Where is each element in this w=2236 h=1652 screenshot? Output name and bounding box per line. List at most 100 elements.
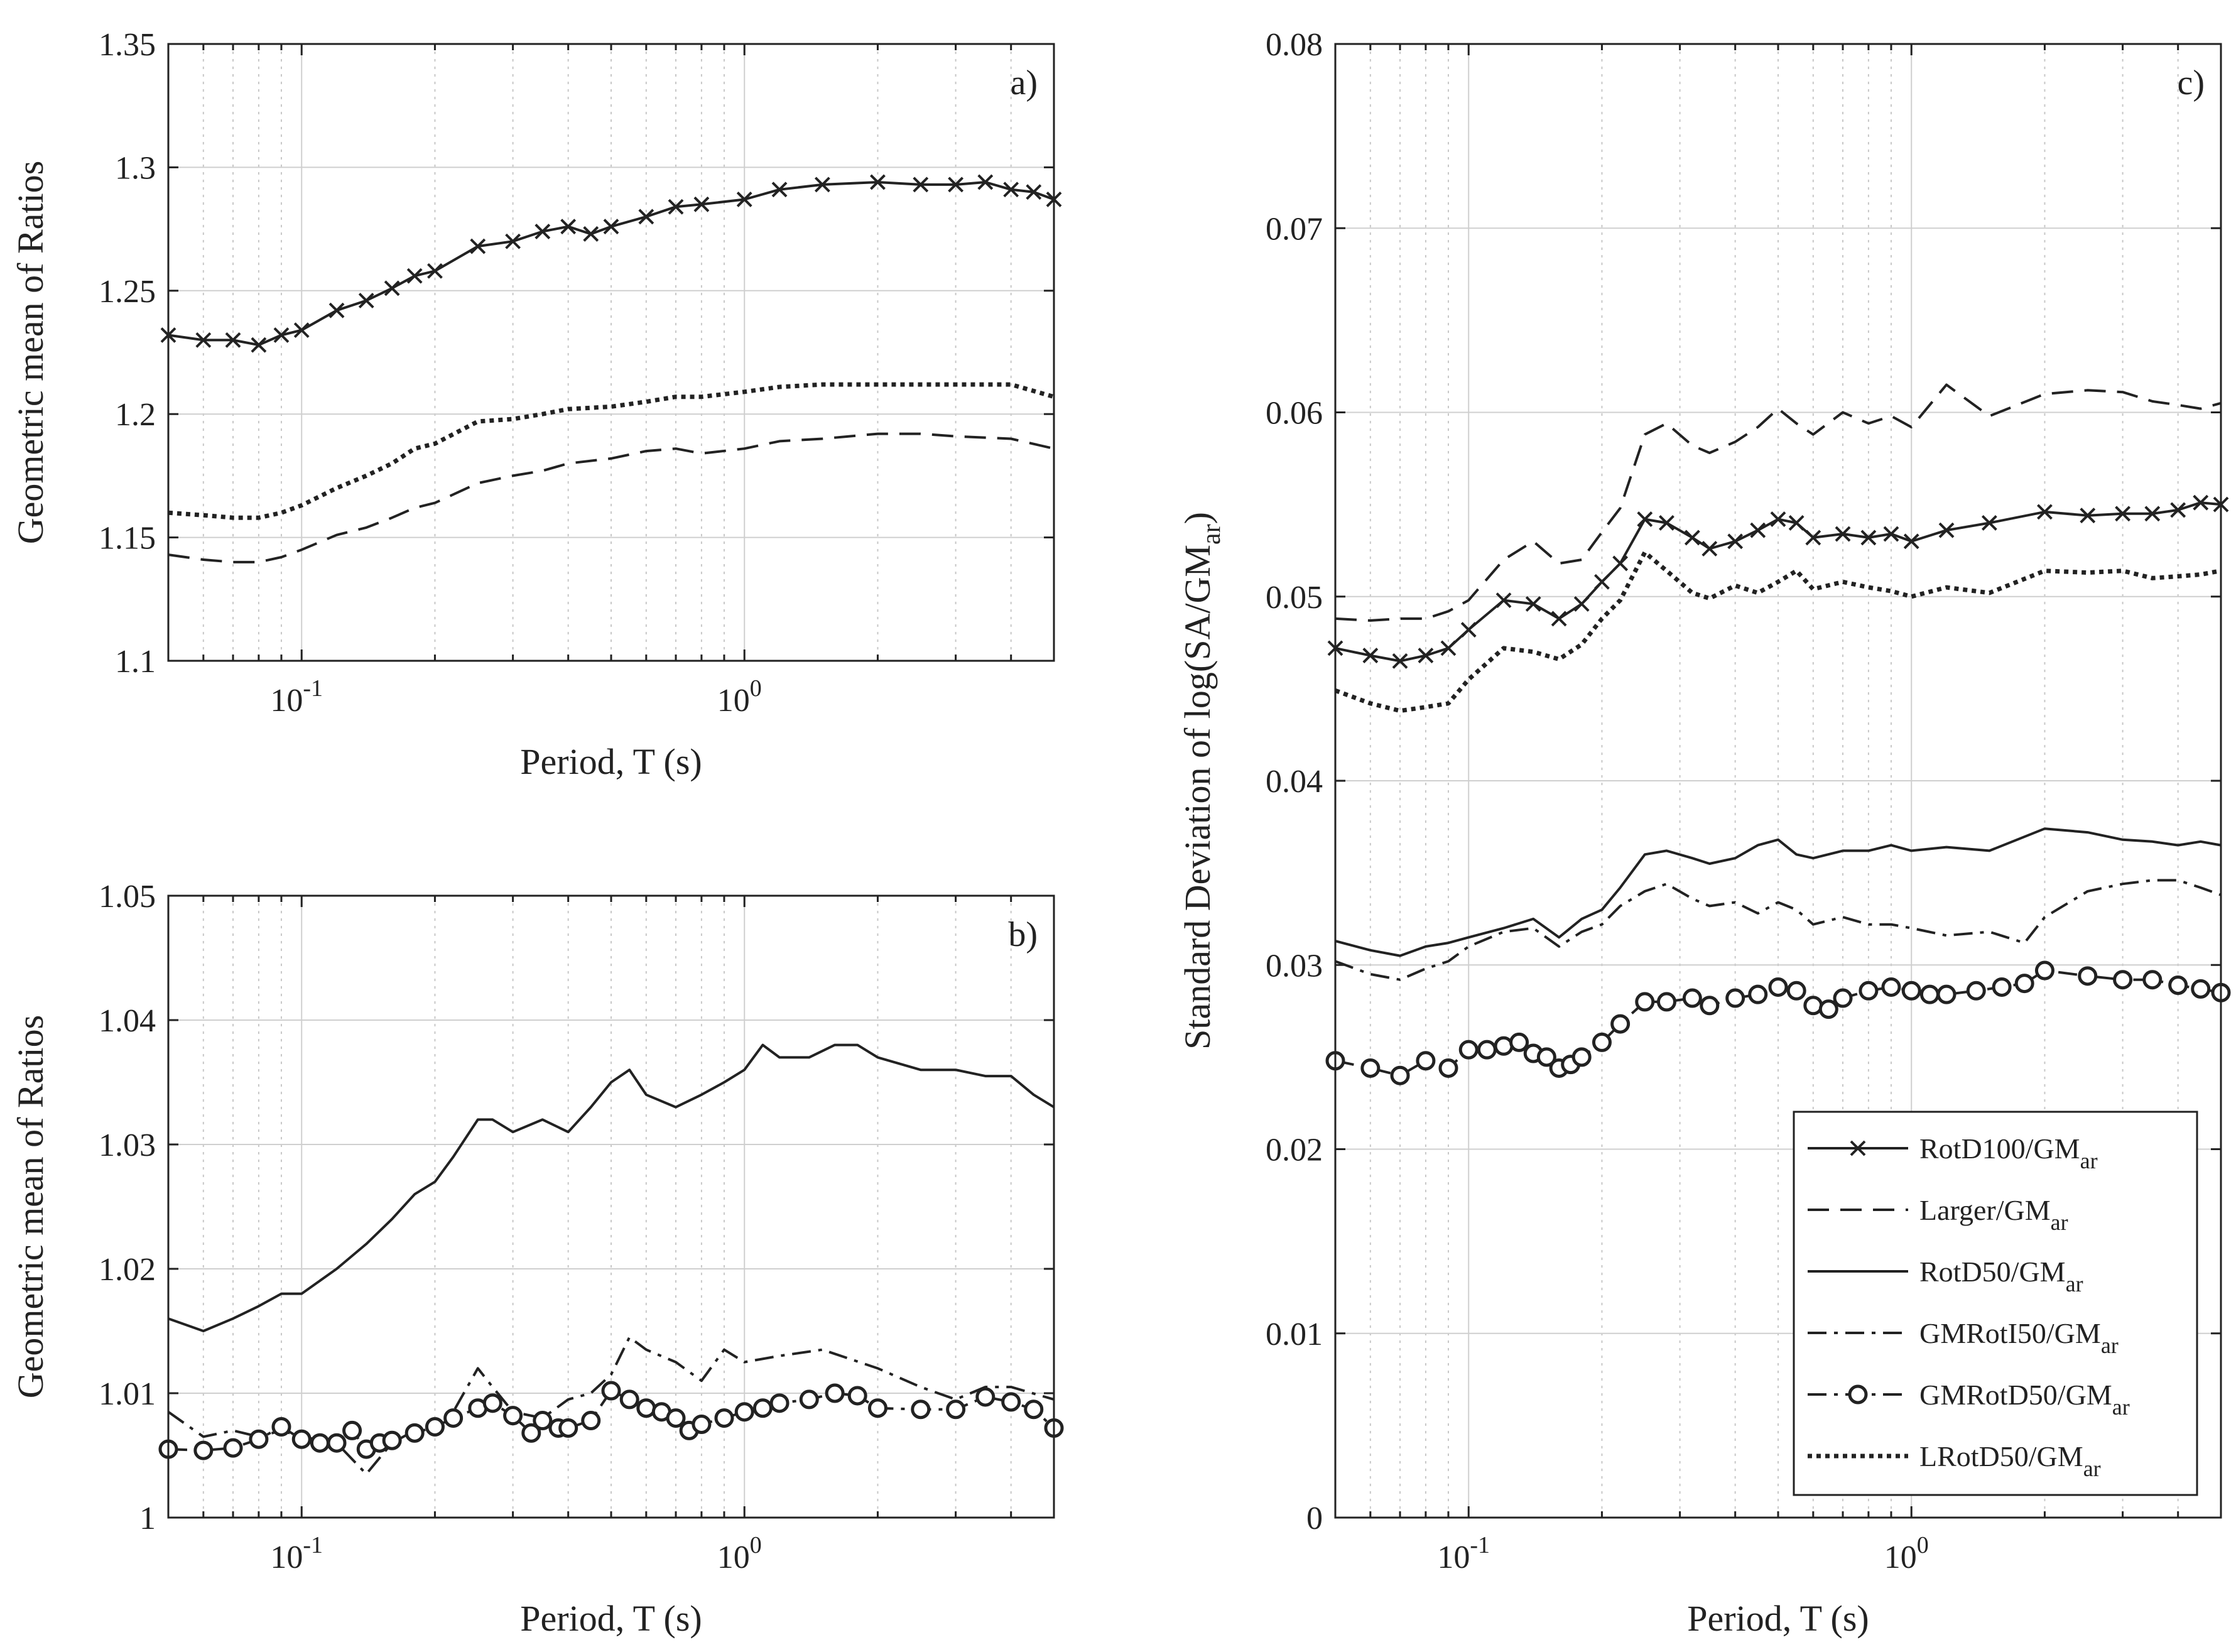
x-marker [1903,533,1919,550]
circle-marker [2168,975,2188,996]
circle-marker [342,1420,362,1440]
y-tick-label: 0.07 [1266,211,1323,247]
x-marker [427,263,443,279]
circle-marker [799,1389,819,1410]
circle-marker [975,1387,996,1407]
circle-marker [327,1433,347,1453]
series-line [1335,827,2222,957]
series-line [1334,550,2222,714]
circle-marker [1494,1036,1514,1056]
x-marker [870,174,886,190]
legend-item: GMRotI50/GMar [1808,1317,2119,1358]
x-marker [1701,541,1718,557]
x-marker [1440,640,1457,656]
x-marker [195,332,212,348]
x-marker [1860,530,1877,546]
x-marker [2037,504,2053,520]
x-marker [1573,596,1590,612]
circle-marker [847,1386,867,1406]
y-axis-label: Geometric mean of Ratios [10,161,51,544]
circle-marker [601,1381,621,1401]
circle-marker [1700,996,1720,1016]
circle-marker [1571,1047,1592,1067]
x-marker [1788,515,1805,531]
x-marker [1418,648,1434,664]
circle-marker [404,1423,425,1443]
panel-label: a) [1010,63,1038,102]
circle-marker [1682,988,1702,1008]
x-marker [225,332,241,348]
y-tick-label: 1 [139,1501,156,1536]
circle-marker [752,1398,773,1418]
legend-label: LRotD50/GMar [1919,1440,2101,1481]
circle-marker [1803,996,1823,1016]
x-marker [293,322,310,339]
x-marker [2193,494,2209,511]
x-marker [273,327,290,343]
x-marker [771,182,788,198]
series-line [168,1043,1055,1332]
axes-frame [167,894,1055,1519]
legend-item: LRotD50/GMar [1808,1440,2101,1481]
legend-item: GMRotD50/GMar [1808,1379,2130,1420]
x-marker [1981,515,1997,531]
circle-marker [734,1402,754,1422]
circle-marker [2014,974,2034,994]
circle-marker [714,1408,734,1428]
x-marker [1684,530,1700,546]
panel-c-chart: 0 0.01 0.02 0.03 0.04 0.05 0.06 0.07 0.08 10-1 100… [1177,27,2231,1639]
circle-marker [2142,970,2163,990]
x-tick-label: 100 [717,675,762,719]
circle-marker [482,1393,502,1413]
circle-marker [1416,1051,1436,1071]
y-tick-label: 0.08 [1266,27,1323,63]
circle-marker [2113,970,2133,990]
circle-marker [1833,988,1853,1008]
y-tick-label: 1.1 [115,644,156,680]
circle-marker [1390,1065,1410,1085]
legend-label: RotD100/GMar [1919,1133,2098,1173]
circle-marker [1786,981,1806,1001]
x-marker [1495,592,1512,609]
x-marker [1637,511,1653,527]
x-marker [1026,184,1042,200]
y-tick-label: 0.03 [1266,948,1323,984]
circle-marker [1592,1032,1612,1052]
circle-marker [425,1416,445,1437]
x-axis-label: Period, T (s) [520,741,702,782]
legend-label: GMRotI50/GMar [1919,1317,2119,1358]
x-marker [406,268,423,284]
circle-marker [2034,960,2054,981]
circle-marker [1725,988,1745,1008]
x-marker [535,224,551,239]
circle-marker [1748,984,1768,1004]
x-marker [1727,533,1744,550]
y-tick-label: 0.05 [1266,580,1323,616]
x-marker [1003,182,1019,198]
series-line [1335,383,2222,622]
legend-item: Larger/GMar [1808,1194,2068,1235]
circle-marker [1901,981,1921,1001]
legend-item: RotD50/GMar [1808,1256,2083,1296]
axes-frame [167,43,1055,662]
circle-marker [1656,992,1676,1012]
x-marker [1594,573,1610,590]
circle-marker [1818,999,1838,1019]
circle-marker [911,1399,931,1420]
circle-marker [1966,981,1986,1001]
circle-marker [1024,1399,1044,1420]
circle-marker [1936,984,1957,1004]
circle-marker [666,1408,686,1428]
x-marker [2115,506,2131,522]
series-line [1335,879,2222,981]
circle-marker [2191,979,2211,999]
circle-marker [291,1429,312,1449]
panel-label: b) [1008,915,1038,954]
x-marker [603,219,619,235]
y-tick-label: 1.02 [99,1252,156,1288]
circle-marker [223,1438,243,1458]
circle-marker [271,1416,291,1437]
y-tick-label: 1.03 [99,1128,156,1163]
x-marker [560,219,577,235]
